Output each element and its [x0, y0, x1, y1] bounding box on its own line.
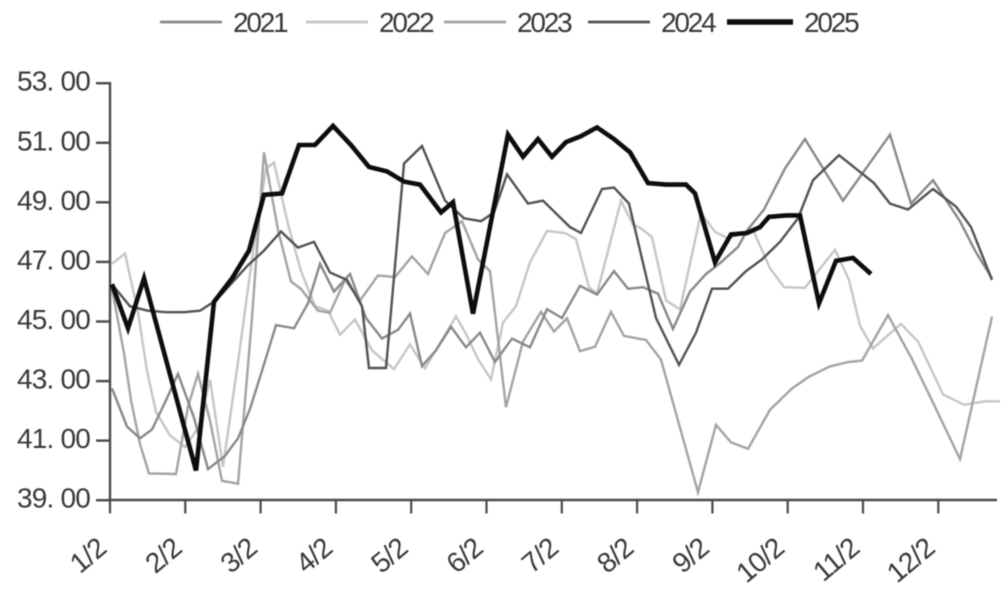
svg-text:49. 00: 49. 00	[17, 185, 90, 216]
svg-text:41. 00: 41. 00	[17, 423, 90, 454]
svg-text:47. 00: 47. 00	[17, 244, 90, 275]
svg-text:2025: 2025	[804, 7, 859, 38]
svg-text:51. 00: 51. 00	[17, 125, 90, 156]
svg-text:45. 00: 45. 00	[17, 304, 90, 335]
svg-text:39. 00: 39. 00	[17, 483, 90, 514]
svg-text:2022: 2022	[379, 7, 434, 38]
svg-text:53. 00: 53. 00	[17, 66, 90, 97]
svg-text:2024: 2024	[661, 7, 716, 38]
svg-text:43. 00: 43. 00	[17, 364, 90, 395]
svg-text:2021: 2021	[233, 7, 288, 38]
svg-text:2023: 2023	[517, 7, 572, 38]
